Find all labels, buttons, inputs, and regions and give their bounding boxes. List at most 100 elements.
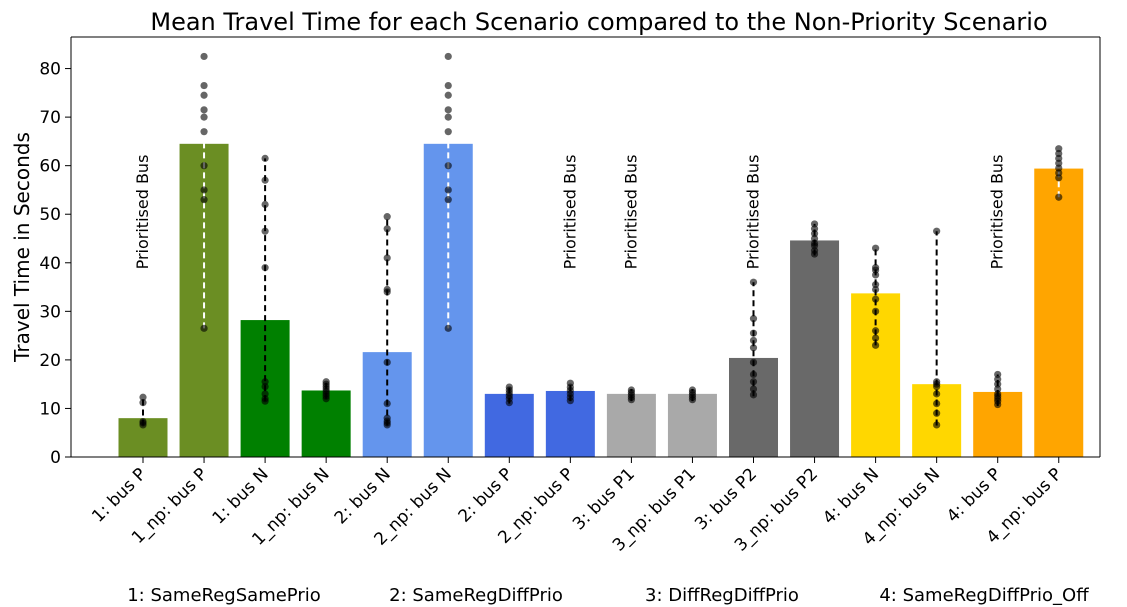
y-axis-label: Travel Time in Seconds <box>10 132 34 363</box>
sample-point <box>872 264 880 272</box>
sample-point <box>505 383 513 391</box>
sample-point <box>749 336 758 345</box>
sample-point <box>139 399 147 407</box>
scenario-legend-item: 3: DiffRegDiffPrio <box>645 585 799 606</box>
y-tick-label: 40 <box>39 254 61 274</box>
sample-point <box>749 315 758 323</box>
sample-point <box>200 162 208 170</box>
sample-point <box>444 52 452 61</box>
sample-point <box>383 285 391 294</box>
sample-point <box>749 344 758 352</box>
sample-point <box>749 391 758 399</box>
bar-11 <box>790 240 840 457</box>
sample-point <box>200 113 208 121</box>
bar-12 <box>851 293 901 457</box>
sample-point <box>200 186 208 194</box>
sample-point <box>444 91 452 99</box>
sample-point <box>872 281 880 289</box>
sample-point <box>261 200 269 209</box>
sample-point <box>444 106 452 114</box>
sample-point <box>261 390 269 398</box>
annotation-prioritised-bus: Prioritised Bus <box>560 155 579 270</box>
sample-point <box>322 378 330 386</box>
sample-point <box>444 324 452 332</box>
sample-point <box>749 329 758 337</box>
x-tick-label: 1: bus P <box>88 464 150 526</box>
y-tick-label: 80 <box>39 60 61 80</box>
y-tick-label: 0 <box>50 448 61 468</box>
sample-point <box>810 220 819 228</box>
sample-point <box>933 227 941 235</box>
x-tick-label: 4: bus N <box>819 464 883 528</box>
sample-point <box>933 378 941 386</box>
bar-8 <box>606 393 656 457</box>
sample-point <box>261 227 269 235</box>
sample-point <box>200 81 208 90</box>
sample-point <box>261 264 269 272</box>
sample-point <box>933 390 941 398</box>
annotation-prioritised-bus: Prioritised Bus <box>133 155 152 270</box>
sample-point <box>933 399 941 408</box>
sample-point <box>1055 193 1063 201</box>
sample-point <box>872 244 880 252</box>
sample-point <box>444 186 452 194</box>
x-tick-label: 2: bus N <box>331 464 395 528</box>
sample-point <box>444 113 452 121</box>
chart-title: Mean Travel Time for each Scenario compa… <box>150 8 1047 36</box>
y-tick-label: 60 <box>39 157 61 177</box>
sample-point <box>749 358 758 366</box>
sample-point <box>444 81 452 90</box>
sample-point <box>383 399 391 408</box>
sample-point <box>1055 145 1063 153</box>
sample-point <box>261 176 269 184</box>
sample-point <box>872 295 880 303</box>
sample-point <box>200 128 208 136</box>
sample-point <box>383 213 391 221</box>
sample-point <box>872 307 880 315</box>
sample-point <box>444 162 452 170</box>
bar-15 <box>1034 168 1084 458</box>
sample-point <box>200 52 208 61</box>
sample-point <box>383 414 391 422</box>
bar-9 <box>667 393 717 457</box>
sample-point <box>749 378 758 386</box>
sample-point <box>749 385 758 393</box>
sample-point <box>200 91 208 99</box>
sample-point <box>749 278 758 286</box>
y-tick-label: 10 <box>39 399 61 419</box>
sample-point <box>872 341 880 349</box>
sample-point <box>383 225 391 233</box>
x-tick-label: 1: bus N <box>209 464 273 528</box>
sample-point <box>139 417 147 426</box>
sample-point <box>139 393 147 401</box>
y-tick-label: 20 <box>39 351 61 371</box>
sample-point <box>933 409 941 417</box>
sample-point <box>688 386 697 394</box>
sample-point <box>200 106 208 114</box>
annotation-prioritised-bus: Prioritised Bus <box>621 155 640 270</box>
y-tick-label: 50 <box>39 205 61 225</box>
sample-point <box>200 196 208 204</box>
sample-point <box>994 370 1002 379</box>
plot-area: Prioritised Bus Prioritised Bus Prioritise… <box>39 36 1101 606</box>
scenario-legend-item: 1: SameRegSamePrio <box>127 585 321 606</box>
sample-point <box>872 334 880 342</box>
scenario-legend-item: 2: SameRegDiffPrio <box>389 585 563 606</box>
y-tick-label: 70 <box>39 108 61 128</box>
x-tick-label: 4: bus P <box>943 464 1005 526</box>
sample-point <box>444 128 452 136</box>
y-tick-label: 30 <box>39 302 61 322</box>
annotation-prioritised-bus: Prioritised Bus <box>988 155 1007 270</box>
sample-point <box>261 378 269 386</box>
scenario-legend-item: 4: SameRegDiffPrio_Off <box>879 585 1089 606</box>
sample-point <box>383 358 391 366</box>
sample-point <box>566 379 574 387</box>
sample-point <box>444 196 452 204</box>
sample-point <box>872 327 880 335</box>
annotation-prioritised-bus: Prioritised Bus <box>744 155 763 270</box>
sample-point <box>261 154 269 162</box>
x-tick-label: 2: bus P <box>455 464 517 526</box>
sample-point <box>627 386 636 394</box>
sample-point <box>200 324 208 332</box>
